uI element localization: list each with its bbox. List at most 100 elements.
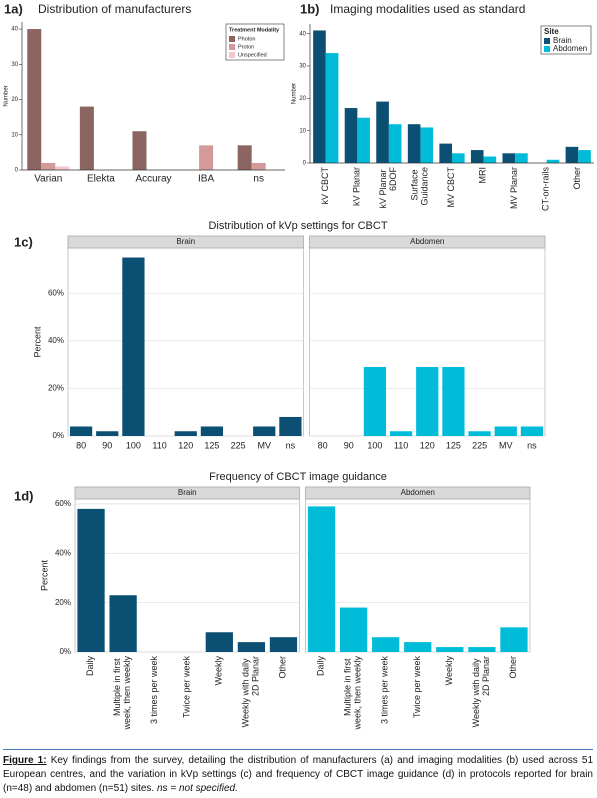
y-tick-label: 40 xyxy=(299,31,306,37)
bar xyxy=(357,117,370,163)
y-tick-label: 20% xyxy=(55,598,71,607)
chart-title: Frequency of CBCT image guidance xyxy=(209,471,387,483)
legend-swatch xyxy=(229,52,235,58)
y-tick-label: 60% xyxy=(55,499,71,508)
x-tick-label-group: Other xyxy=(573,167,583,190)
y-tick-label: 10 xyxy=(11,132,18,138)
x-tick-label-group: Weekly xyxy=(444,656,454,686)
x-tick-label: Weekly with daily 2D Planar xyxy=(471,656,491,727)
bar xyxy=(69,426,93,436)
bar xyxy=(253,426,276,436)
x-tick-label: Varian xyxy=(34,174,62,185)
x-tick-label-group: Other xyxy=(508,656,518,679)
x-tick-label: MRI xyxy=(478,167,488,184)
bar xyxy=(468,647,496,652)
x-tick-label: 225 xyxy=(472,440,487,450)
y-tick-label: 30 xyxy=(11,62,18,68)
x-tick-label-group: MV Planar xyxy=(509,167,519,209)
facet-strip xyxy=(74,486,300,500)
x-tick-label-group: kV CBCT xyxy=(320,167,330,205)
x-tick-label: ns xyxy=(253,174,264,185)
x-tick-label-group: Multiple in first week, then weekly xyxy=(343,656,363,731)
x-tick-label: Other xyxy=(573,167,583,190)
y-tick-label: 0 xyxy=(15,168,19,174)
bar xyxy=(279,416,302,436)
y-tick-label: 0% xyxy=(59,647,71,656)
bar xyxy=(27,29,42,170)
chart-title: Imaging modalities used as standard xyxy=(330,2,525,16)
x-tick-label: 125 xyxy=(446,440,461,450)
bar xyxy=(468,431,491,436)
bar xyxy=(200,426,224,436)
bar xyxy=(520,426,544,436)
y-tick-label: 30 xyxy=(299,64,306,70)
bar xyxy=(452,153,465,163)
facet-strip xyxy=(309,235,546,249)
bar xyxy=(325,53,339,164)
x-tick-label: 225 xyxy=(231,440,246,450)
legend-label: Photon xyxy=(238,36,255,42)
bar xyxy=(96,431,119,436)
bar xyxy=(122,257,145,436)
legend-label: Unspecified xyxy=(238,52,267,58)
bar xyxy=(237,145,252,170)
panel-label: 1c) xyxy=(14,234,33,249)
bar xyxy=(442,366,465,436)
caption-label: Figure 1: xyxy=(3,755,47,766)
facet-strip xyxy=(67,235,304,249)
bar xyxy=(420,127,434,163)
x-tick-label-group: Weekly with daily 2D Planar xyxy=(241,656,261,727)
x-tick-label: MV CBCT xyxy=(446,166,456,207)
facet-label: Brain xyxy=(176,237,195,246)
legend-label: Abdomen xyxy=(553,44,587,53)
x-tick-label: Other xyxy=(508,656,518,679)
legend-swatch xyxy=(544,46,550,52)
figure: 1a) Distribution of manufacturers Number 0 1… xyxy=(4,1,594,731)
bar xyxy=(372,637,400,652)
x-tick-label: Surface Guidance xyxy=(410,167,430,206)
facet-strip xyxy=(305,486,531,500)
x-tick-label: 90 xyxy=(344,440,354,450)
y-tick-label: 40 xyxy=(11,27,18,33)
x-tick-label: Weekly xyxy=(214,656,224,686)
bar xyxy=(363,366,387,436)
legend-label: Proton xyxy=(238,44,254,50)
x-tick-label-group: MRI xyxy=(478,167,488,184)
legend-swatch xyxy=(229,44,235,50)
bar xyxy=(109,595,137,652)
caption: Figure 1: Key findings from the survey, … xyxy=(3,749,593,796)
bar xyxy=(470,150,484,163)
bar xyxy=(269,637,298,652)
legend-title: Site xyxy=(544,27,559,36)
y-axis-title: Percent xyxy=(39,559,49,591)
bar xyxy=(436,647,464,652)
y-tick-label: 10 xyxy=(299,128,306,134)
x-tick-label: ns xyxy=(286,440,296,450)
chart-title: Distribution of kVp settings for CBCT xyxy=(208,220,387,232)
bar xyxy=(388,124,402,163)
bar xyxy=(565,146,579,163)
bar xyxy=(205,632,233,652)
x-tick-label: kV Planar xyxy=(352,167,362,206)
x-tick-label: 80 xyxy=(76,440,86,450)
legend-title: Treatment Modality xyxy=(229,27,280,33)
x-tick-label: Daily xyxy=(85,656,95,677)
legend-box xyxy=(225,23,285,61)
bar xyxy=(578,150,591,163)
y-axis-title: Percent xyxy=(32,326,42,358)
y-axis-title: Number xyxy=(292,83,298,104)
chart-title: Distribution of manufacturers xyxy=(38,2,191,16)
bar xyxy=(41,162,56,170)
y-tick-label: 20 xyxy=(299,96,306,102)
bar xyxy=(494,426,517,436)
facet-panel xyxy=(305,498,531,653)
facet-label: Abdomen xyxy=(410,237,444,246)
x-tick-label: Twice per week xyxy=(182,656,192,719)
x-tick-label-group: Surface Guidance xyxy=(410,167,430,206)
x-tick-label: Multiple in first week, then weekly xyxy=(343,656,363,731)
x-tick-label: Accuray xyxy=(135,174,171,185)
x-tick-label-group: MV CBCT xyxy=(446,166,456,207)
bar xyxy=(77,508,105,652)
x-tick-label: 90 xyxy=(102,440,112,450)
x-tick-label: 125 xyxy=(204,440,219,450)
